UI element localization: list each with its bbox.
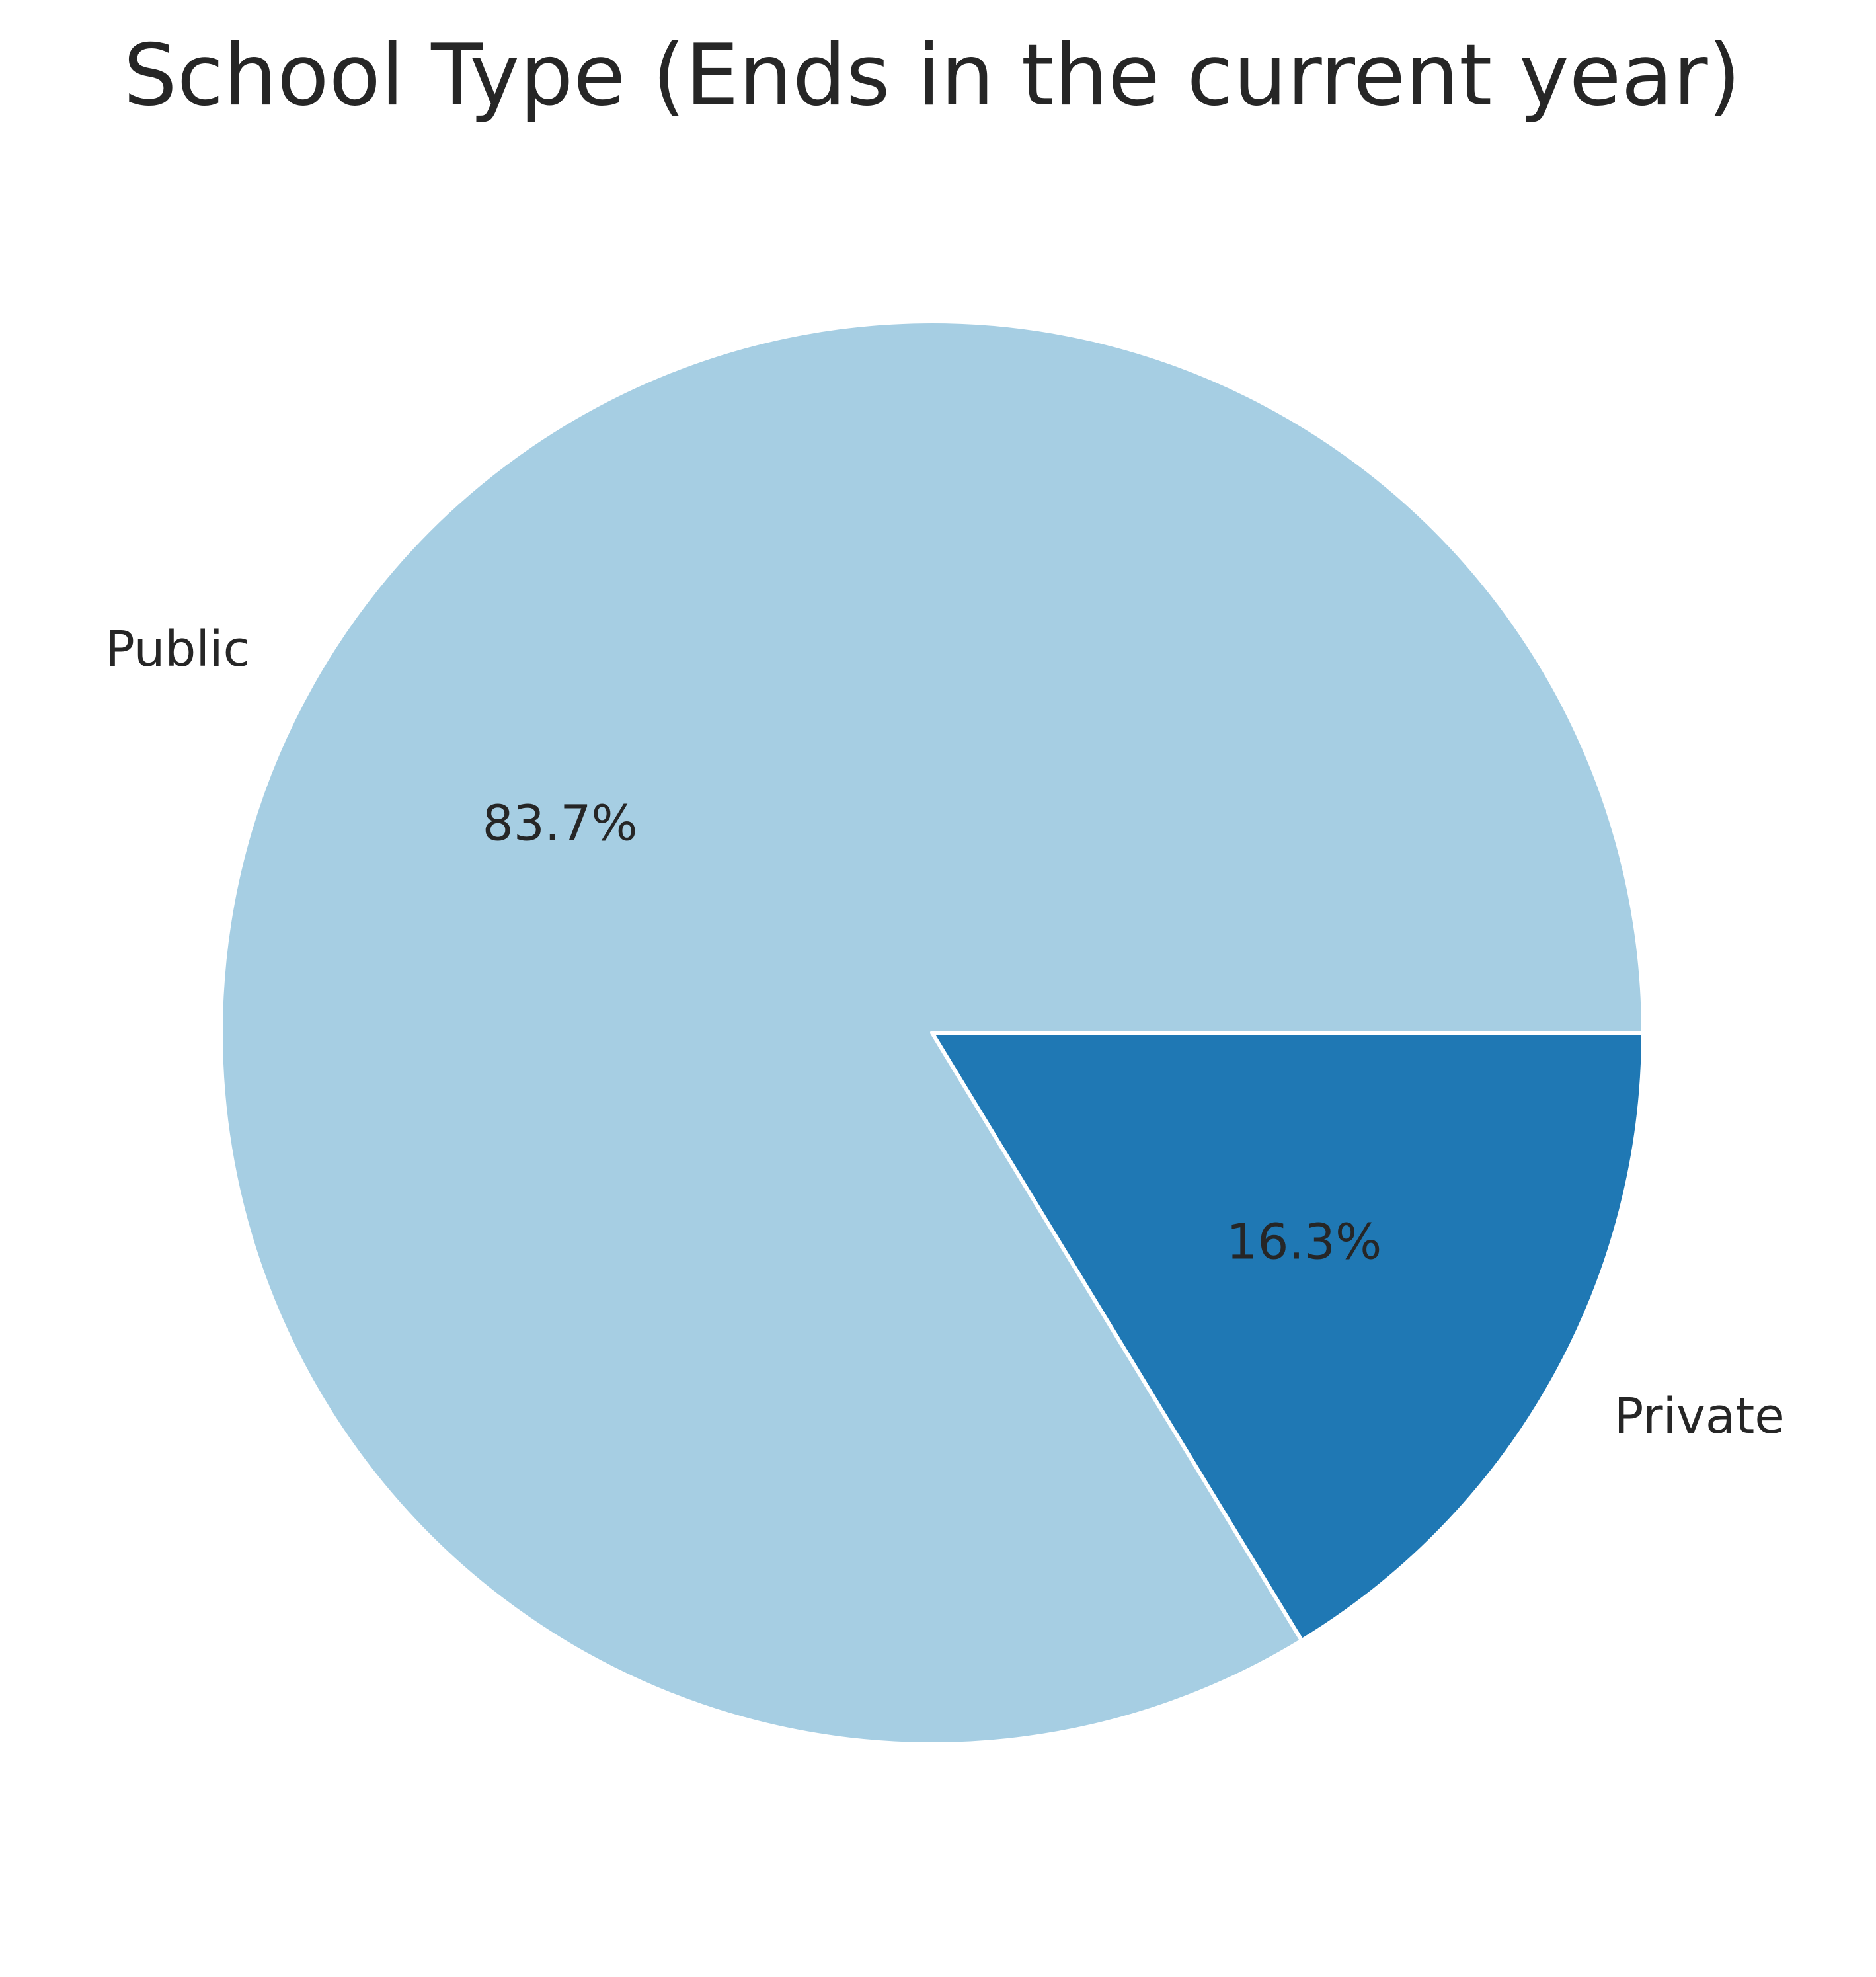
pie-category-label-private: Private bbox=[1614, 1388, 1785, 1445]
pie-slices bbox=[219, 319, 1645, 1746]
chart-title: School Type (Ends in the current year) bbox=[124, 26, 1741, 125]
pie-value-label-public: 83.7% bbox=[483, 795, 638, 852]
pie-labels: 83.7% Public 16.3% Private bbox=[105, 621, 1785, 1445]
pie-value-label-private: 16.3% bbox=[1226, 1213, 1382, 1270]
pie-slice-private bbox=[930, 1031, 1645, 1643]
pie-category-label-public: Public bbox=[105, 621, 250, 678]
